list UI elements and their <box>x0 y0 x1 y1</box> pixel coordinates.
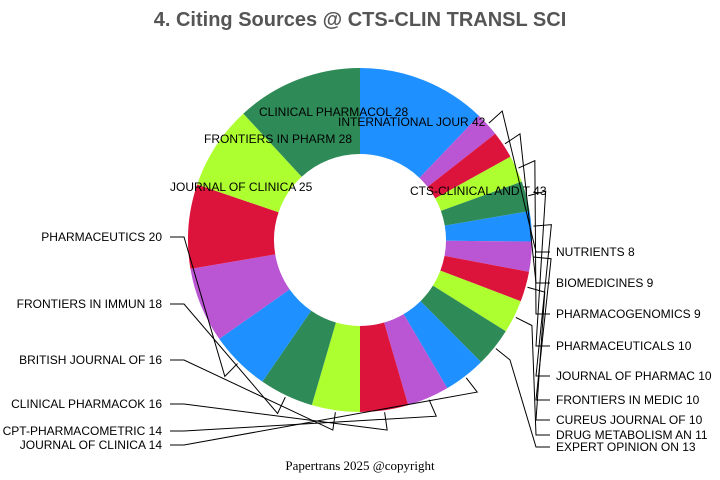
leader-line-9 <box>495 348 550 448</box>
slice-journal-of-clinica-16 <box>190 254 290 339</box>
slice-pharmaceuticals-4 <box>440 181 530 226</box>
leader-line-15 <box>170 236 238 378</box>
slice-biomedicines-2 <box>427 133 511 199</box>
leader-line-4 <box>528 190 550 347</box>
slice-label-7: CUREUS JOURNAL OF 10 <box>556 413 703 427</box>
slice-clinical-pharmacok-12 <box>360 322 409 412</box>
leader-line-12 <box>170 403 388 431</box>
slice-label-2: BIOMEDICINES 9 <box>556 276 654 290</box>
slice-clinical-pharmacol-18 <box>197 113 302 213</box>
copyright-footer: Papertrans 2025 @copyright <box>285 458 435 473</box>
slice-label-1: NUTRIENTS 8 <box>556 245 635 259</box>
leader-line-2 <box>504 132 550 284</box>
leader-line-1 <box>488 110 550 253</box>
leader-line-14 <box>170 303 286 415</box>
slice-label-17: FRONTIERS IN PHARM 28 <box>204 132 352 146</box>
slice-label-16: JOURNAL OF CLINICA 25 <box>170 180 313 194</box>
slice-labels: CTS-CLINICAL AND T 43 NUTRIENTS 8 BIOMEDIC… <box>3 105 712 454</box>
slice-label-11: CPT-PHARMACOMETRIC 14 <box>3 424 163 438</box>
slice-frontiers-in-medic-6 <box>444 240 532 272</box>
slice-label-9: EXPERT OPINION ON 13 <box>556 440 696 454</box>
slice-label-19: INTERNATIONAL JOUR 42 <box>338 115 486 129</box>
slice-label-15: PHARMACEUTICS 20 <box>41 230 162 244</box>
leader-line-5 <box>533 224 552 377</box>
slice-label-12: CLINICAL PHARMACOK 16 <box>11 397 162 411</box>
slice-label-18: CLINICAL PHARMACOL 28 <box>259 105 408 119</box>
slice-international-jour-19 <box>243 68 360 177</box>
slice-label-4: PHARMACEUTICALS 10 <box>556 339 692 353</box>
slice-expert-opinion-on-9 <box>420 285 506 363</box>
donut-slices <box>188 68 532 412</box>
leader-line-8 <box>515 317 550 436</box>
slice-cureus-journal-of-7 <box>440 255 530 302</box>
slice-british-journal-of-13 <box>311 322 360 412</box>
slice-cts-clinical-and-t-0 <box>360 68 479 178</box>
slice-frontiers-in-immun-14 <box>262 310 336 406</box>
slice-frontiers-in-pharm-17 <box>188 184 279 269</box>
slice-cpt-pharmacometric-11 <box>384 314 448 406</box>
slice-label-6: FRONTIERS IN MEDIC 10 <box>556 393 700 407</box>
leader-line-10 <box>170 377 479 446</box>
slice-label-8: DRUG METABOLISM AN 11 <box>556 428 708 442</box>
slice-pharmacogenomics-3 <box>435 156 522 211</box>
slice-label-3: PHARMACOGENOMICS 9 <box>556 307 701 321</box>
slice-label-5: JOURNAL OF PHARMAC 10 <box>556 369 712 383</box>
slice-label-14: FRONTIERS IN IMMUN 18 <box>17 297 163 311</box>
leader-line-11 <box>170 399 437 432</box>
slice-journal-of-pharmac-5 <box>444 211 532 242</box>
slice-label-10: JOURNAL OF CLINICA 14 <box>20 438 163 452</box>
slice-nutrients-1 <box>419 115 496 187</box>
chart-title: 4. Citing Sources @ CTS-CLIN TRANSL SCI <box>154 9 567 31</box>
slice-pharmaceutics-15 <box>219 289 312 382</box>
slice-journal-of-clinica-10 <box>403 301 482 389</box>
label-leader-lines <box>170 110 552 448</box>
slice-label-0: CTS-CLINICAL AND T 43 <box>410 184 547 198</box>
leader-line-13 <box>170 359 336 431</box>
slice-label-13: BRITISH JOURNAL OF 16 <box>19 353 162 367</box>
leader-line-6 <box>533 256 552 401</box>
leader-line-7 <box>527 286 550 421</box>
slice-drug-metabolism-an-8 <box>432 270 521 332</box>
